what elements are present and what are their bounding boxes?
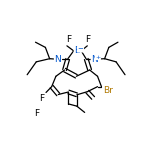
Text: B: B bbox=[74, 46, 81, 55]
Text: N: N bbox=[91, 55, 98, 64]
Text: +: + bbox=[95, 55, 100, 60]
Text: F: F bbox=[66, 35, 71, 44]
Text: −: − bbox=[78, 46, 83, 52]
Text: Br: Br bbox=[104, 86, 113, 95]
Text: F: F bbox=[34, 109, 39, 118]
Text: F: F bbox=[39, 94, 44, 103]
Text: F: F bbox=[86, 35, 91, 44]
Text: N: N bbox=[55, 55, 61, 64]
